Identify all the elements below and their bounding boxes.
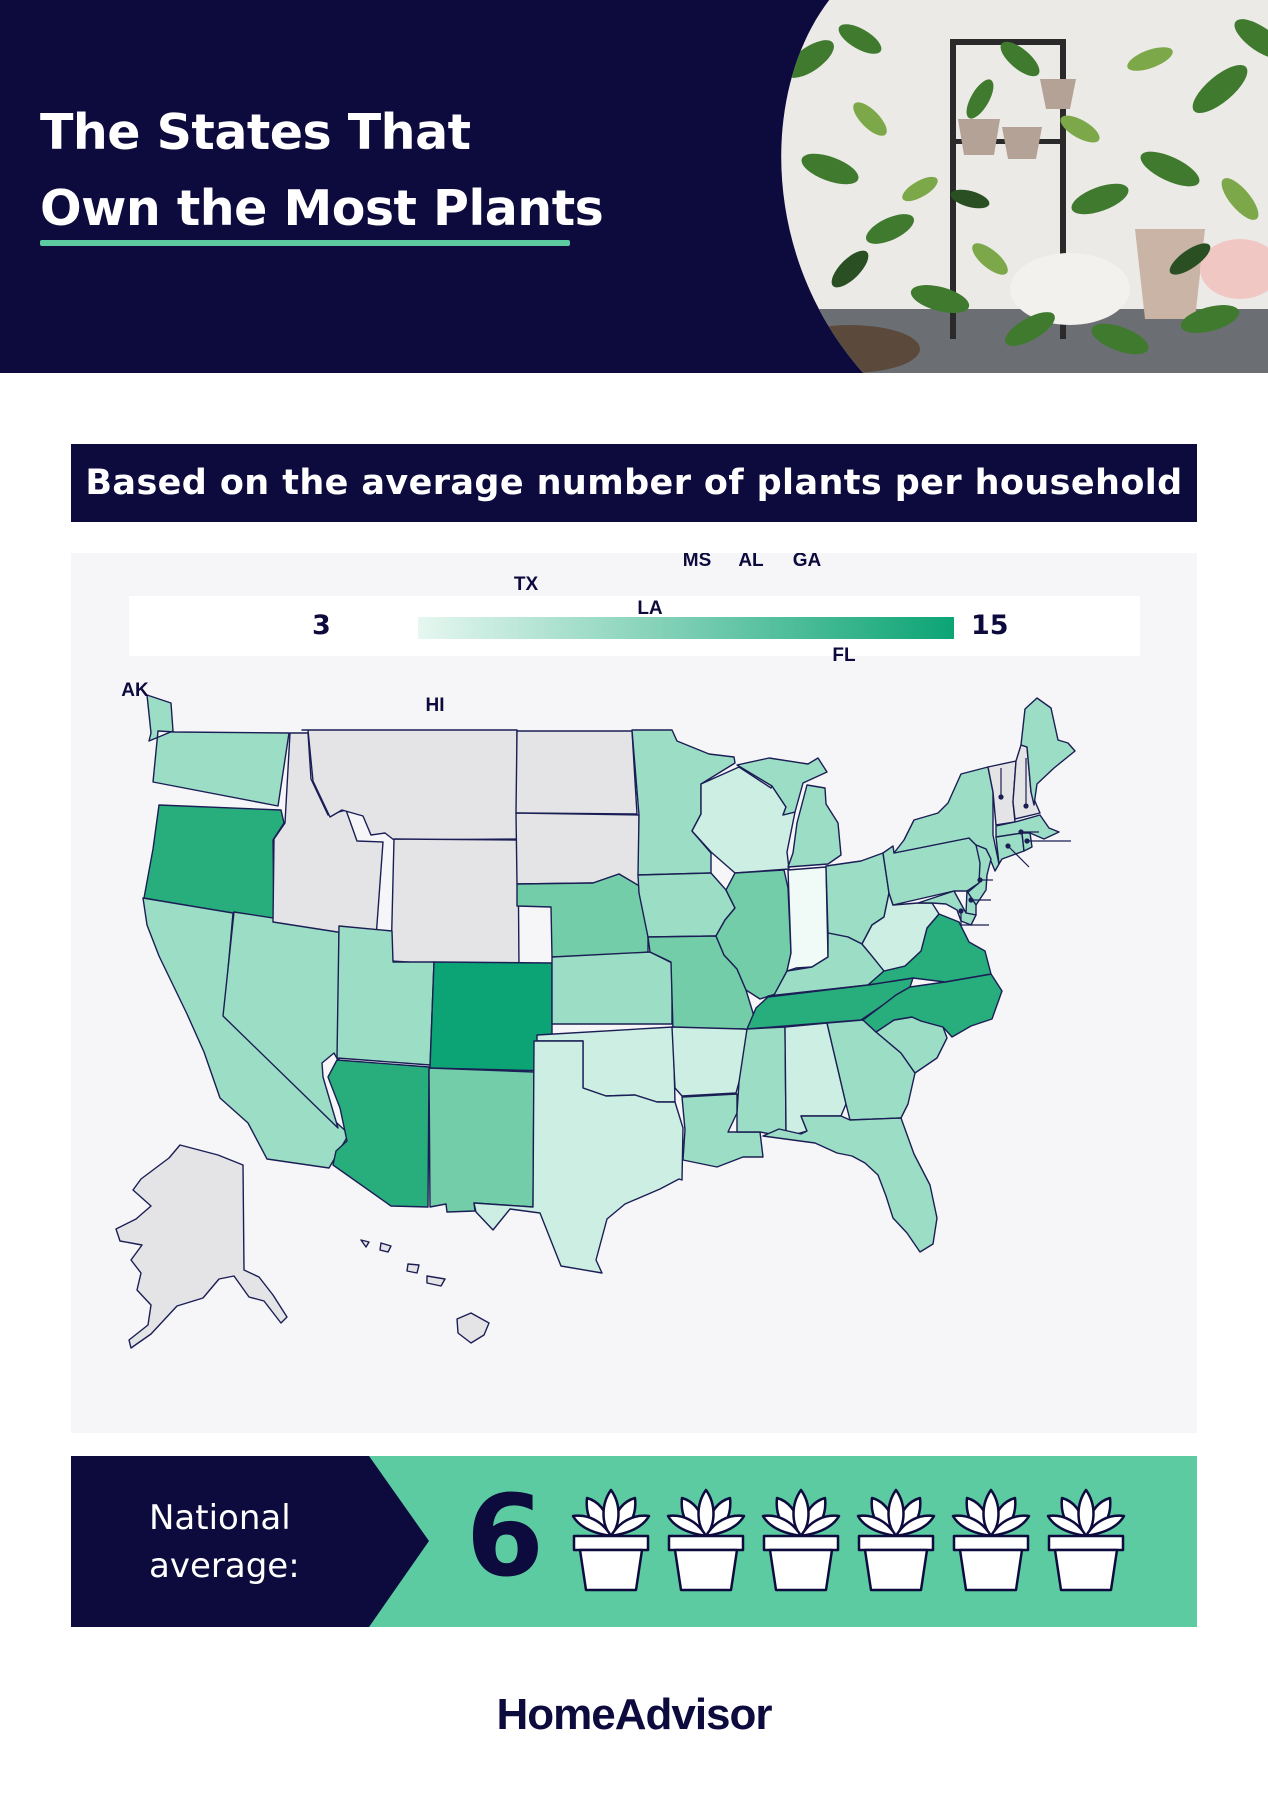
state-IN xyxy=(786,866,829,972)
national-average-value: 6 xyxy=(466,1472,544,1602)
state-HI xyxy=(360,1239,490,1344)
state-label-AL: AL xyxy=(738,553,764,571)
state-label-TX: TX xyxy=(514,574,539,595)
us-map: WAORCANVIDMTWYUTAZCONMNDSDNEKSOKTXMNIAMO… xyxy=(115,553,1076,1349)
plant-pot-icons xyxy=(571,1488,1126,1592)
plant-pot-icon xyxy=(666,1488,746,1592)
state-AZ xyxy=(327,1059,430,1208)
state-AK xyxy=(115,1144,288,1349)
state-MI xyxy=(736,757,842,868)
state-MS xyxy=(736,1026,787,1136)
title-underline xyxy=(40,240,570,246)
state-WV xyxy=(861,892,940,972)
plant-pot-icon xyxy=(856,1488,936,1592)
state-label-AK: AK xyxy=(121,680,149,701)
state-NM xyxy=(428,1067,535,1213)
plant-pot-icon xyxy=(761,1488,841,1592)
color-legend: 3 15 xyxy=(129,596,1140,656)
state-TX xyxy=(473,1040,684,1274)
legend-gradient xyxy=(418,617,954,639)
state-ND xyxy=(515,730,638,815)
plants-photo xyxy=(781,0,1268,373)
state-KS xyxy=(551,951,673,1025)
title-line-1: The States That xyxy=(40,104,471,161)
national-average-bar: National average: 6 xyxy=(71,1456,1197,1627)
legend-min-label: 3 xyxy=(312,610,331,641)
state-AR xyxy=(671,1026,757,1097)
state-label-FL: FL xyxy=(832,645,856,666)
state-ID xyxy=(272,732,384,939)
state-ME xyxy=(1020,697,1076,806)
state-label-MS: MS xyxy=(683,553,712,571)
homeadvisor-logo: HomeAdvisor xyxy=(496,1690,772,1739)
state-WI xyxy=(691,766,796,874)
plant-pot-icon xyxy=(571,1488,651,1592)
national-average-label-panel xyxy=(71,1456,429,1627)
plant-pot-icon xyxy=(1046,1488,1126,1592)
legend-max-label: 15 xyxy=(971,610,1009,641)
state-NJ xyxy=(966,844,992,906)
state-NE xyxy=(516,873,649,958)
subtitle: Based on the average number of plants pe… xyxy=(85,463,1183,503)
subtitle-bar: Based on the average number of plants pe… xyxy=(71,444,1197,522)
map-panel: 3 15 xyxy=(71,553,1197,1433)
state-FL xyxy=(762,1115,938,1253)
national-average-label: National average: xyxy=(149,1498,300,1586)
state-NC xyxy=(862,973,1003,1038)
header-banner: The States That Own the Most Plants xyxy=(0,0,1268,373)
state-WA xyxy=(146,694,290,807)
title-line-2: Own the Most Plants xyxy=(40,180,604,237)
state-label-GA: GA xyxy=(793,553,822,571)
plant-pot-icon xyxy=(951,1488,1031,1592)
state-label-LA: LA xyxy=(637,598,663,619)
state-label-HI: HI xyxy=(426,695,445,716)
state-WY xyxy=(390,838,520,970)
